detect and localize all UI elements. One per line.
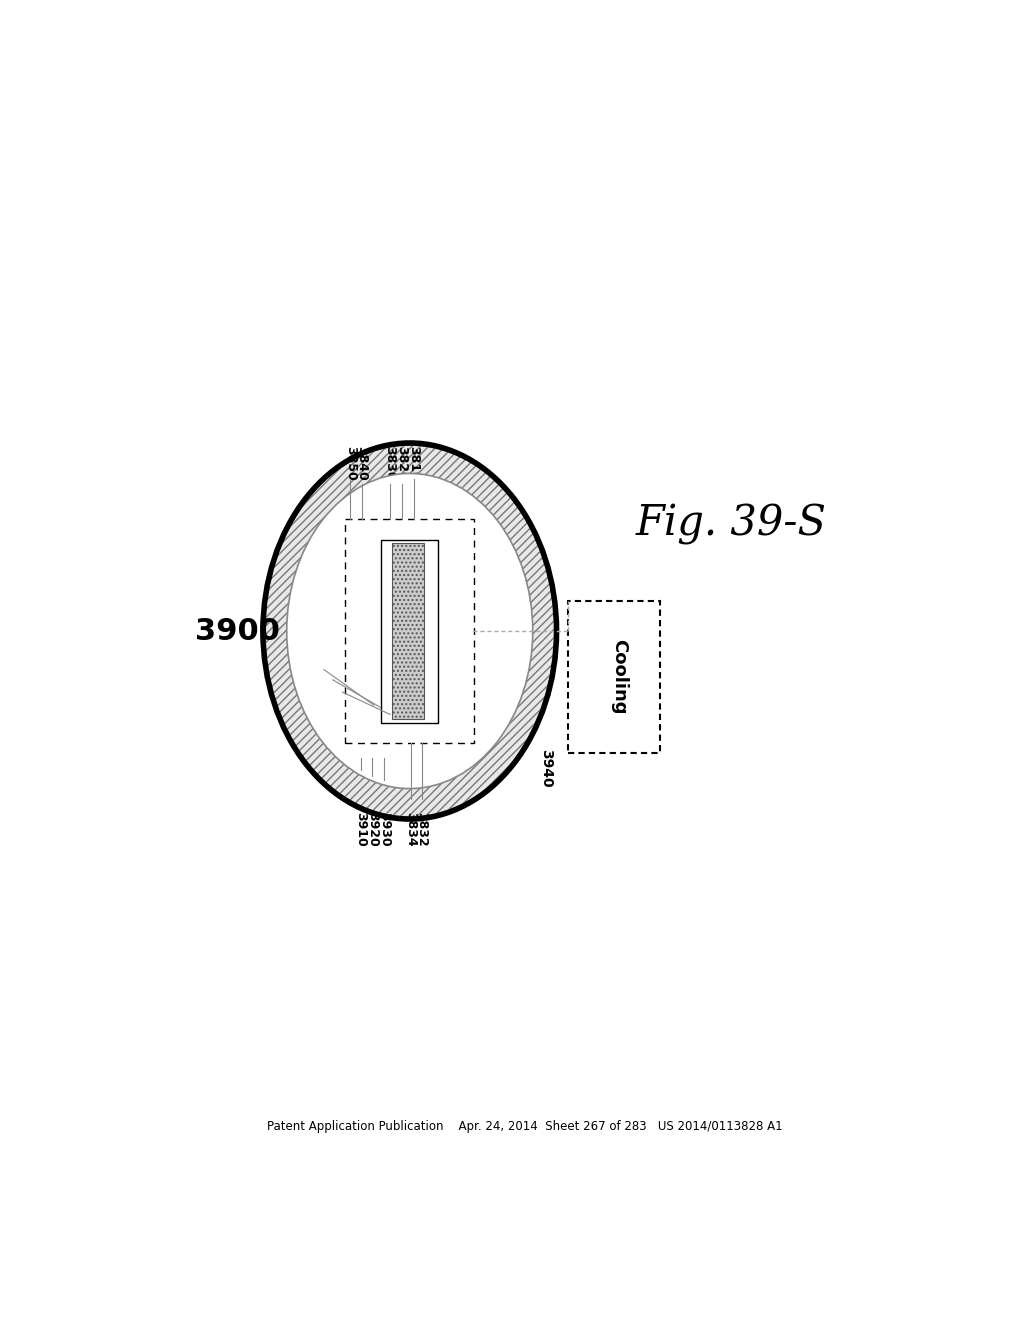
Text: 3900: 3900 bbox=[195, 616, 280, 645]
Bar bbox=[392, 543, 424, 719]
Text: 3840: 3840 bbox=[355, 446, 369, 480]
Circle shape bbox=[287, 474, 532, 788]
Text: 3910: 3910 bbox=[354, 812, 367, 846]
Text: 3832: 3832 bbox=[415, 812, 428, 846]
Text: Fig. 39-S: Fig. 39-S bbox=[636, 503, 826, 545]
Text: 3850: 3850 bbox=[344, 446, 356, 480]
Text: 3830: 3830 bbox=[383, 446, 396, 480]
Bar bbox=[345, 519, 474, 743]
Bar bbox=[568, 601, 659, 752]
Text: 3810: 3810 bbox=[408, 446, 420, 480]
Circle shape bbox=[264, 445, 555, 817]
Text: Patent Application Publication    Apr. 24, 2014  Sheet 267 of 283   US 2014/0113: Patent Application Publication Apr. 24, … bbox=[267, 1119, 782, 1133]
Text: 3920: 3920 bbox=[366, 812, 379, 846]
Text: 3834: 3834 bbox=[404, 812, 417, 846]
Text: 3930: 3930 bbox=[378, 812, 391, 846]
Bar bbox=[381, 540, 438, 722]
Text: 3940: 3940 bbox=[540, 748, 553, 788]
Text: Cooling: Cooling bbox=[609, 639, 628, 714]
Text: 3820: 3820 bbox=[395, 446, 409, 480]
